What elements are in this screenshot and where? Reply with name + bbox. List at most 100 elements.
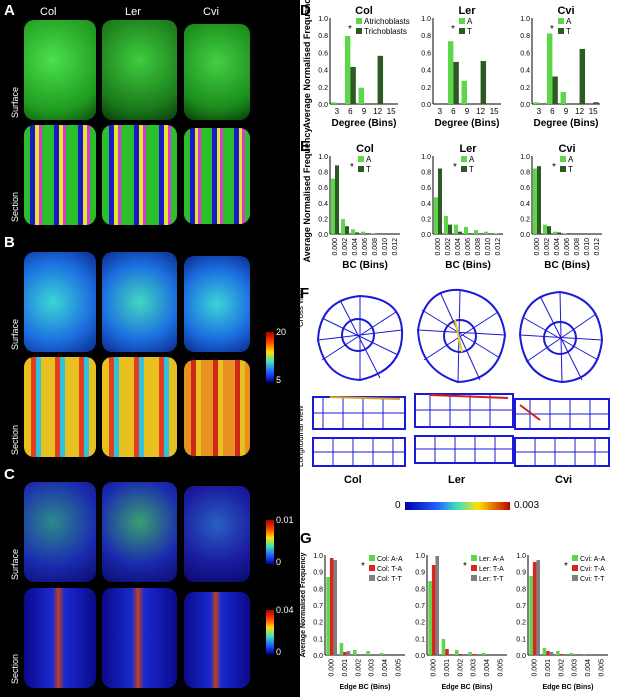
network-cross-cvi-edges	[519, 291, 603, 383]
chart-d-1-bar-s0-1	[447, 41, 454, 104]
chart-d-0-bar-s1-1	[350, 67, 356, 104]
chart-e-3-xlabel: BC (Bins)	[342, 260, 388, 271]
chart-e-5-significance: *	[552, 162, 556, 173]
chart-e-3-legend-swatch-1	[358, 166, 364, 172]
network-long-cvi-edges	[515, 399, 609, 466]
chart-d-0-ytick-1: 0.2	[318, 85, 328, 92]
chart-g-8-xtick-3: 0.003	[572, 659, 579, 677]
chart-g-6-xtick-1: 0.001	[342, 659, 349, 677]
chart-d-1-xtick-1: 6	[451, 107, 456, 116]
chart-g-7-legend-swatch-2	[471, 575, 477, 581]
chart-d-1-xtick-2: 9	[465, 107, 470, 116]
chart-g-6-ylabel: Average Normalised Frequency	[300, 553, 307, 658]
panel-a-cvi-surface-image	[184, 24, 250, 120]
chart-g-7-bar-s0-0	[428, 581, 432, 655]
chart-g-7-bar-s0-2	[455, 650, 459, 655]
panel-f-strain-ler: Ler	[448, 474, 466, 486]
network-cross-col-center	[341, 318, 375, 352]
chart-g-6-significance: *	[361, 561, 365, 572]
chart-g-6-ytick-1: 0.1	[313, 636, 323, 643]
chart-d-2-xtick-4: 15	[589, 107, 598, 116]
colorbar-c-section	[266, 610, 274, 654]
chart-e-3-ytick-0: 0.0	[318, 232, 328, 239]
panel-label-f: F	[300, 285, 310, 302]
chart-d-2-title: Cvi	[557, 5, 574, 17]
chart-d-1-xtick-3: 12	[476, 107, 485, 116]
strain-label-col: Col	[40, 6, 57, 18]
chart-e-3-legend-label-1: T	[366, 165, 371, 174]
chart-g-6-bar-s2-1	[346, 651, 351, 655]
chart-e-5-ytick-2: 0.4	[520, 201, 530, 208]
chart-e-3-xtick-4: 0.008	[372, 238, 379, 256]
chart-g-6-bar-s1-1	[343, 652, 347, 655]
chart-g-8-ytick-3: 0.7	[516, 603, 526, 610]
chart-e-5-ytick-0: 0.0	[520, 232, 530, 239]
chart-e-5-ytick-1: 0.2	[520, 216, 530, 223]
chart-e-5-bar-s1-2	[557, 232, 561, 234]
chart-g-7-bar-s0-3	[468, 652, 472, 655]
chart-d-2-legend-swatch-1	[558, 28, 564, 34]
chart-e-4-legend-swatch-0	[461, 156, 467, 162]
chart-g-6-legend-label-1: Col: T-A	[377, 566, 402, 573]
chart-e-4-xtick-4: 0.008	[475, 238, 482, 256]
chart-d-0-ytick-2: 0.4	[318, 68, 328, 75]
panel-a-col-surface-image	[24, 20, 96, 120]
chart-d-2-bar-s0-1	[546, 33, 553, 105]
panel-c-cvi-section-image	[184, 592, 250, 688]
chart-g-6-ytick-6: 1.0	[313, 553, 323, 560]
panel-a-cvi-section-image	[184, 128, 250, 224]
chart-e-5-bar-s1-3	[567, 233, 571, 234]
chart-e-5-legend-swatch-1	[560, 166, 566, 172]
chart-e-4-xtick-2: 0.004	[455, 238, 462, 256]
chart-e-3-xtick-5: 0.010	[382, 238, 389, 256]
chart-d-0-legend-label-0: Atrichoblasts	[364, 17, 410, 26]
chart-e-3-xtick-3: 0.006	[362, 238, 369, 256]
chart-e-3-legend-swatch-0	[358, 156, 364, 162]
chart-e-4-bar-s0-0	[434, 197, 438, 234]
chart-d-0-xtick-3: 12	[373, 107, 382, 116]
chart-e-3-bar-s1-0	[335, 165, 339, 234]
chart-g-8-legend-swatch-1	[572, 565, 578, 571]
panel-label-b: B	[4, 234, 15, 251]
chart-e-5-xtick-2: 0.004	[554, 238, 561, 256]
chart-g-7-bar-s1-3	[471, 654, 476, 655]
chart-d-0-significance: *	[348, 24, 352, 35]
chart-g-7-ytick-1: 0.1	[415, 636, 425, 643]
chart-g-8-ytick-1: 0.1	[516, 636, 526, 643]
chart-d-2-bar-s0-0	[533, 102, 539, 104]
chart-e-4-legend-swatch-1	[461, 166, 467, 172]
chart-g-8-legend-label-2: Cvi: T-T	[580, 576, 605, 583]
network-highlight-cvi	[519, 404, 541, 421]
panel-label-g: G	[300, 530, 312, 547]
colorbar-b	[266, 332, 274, 382]
chart-d-1-bar-s0-2	[461, 80, 467, 104]
chart-g-6-legend-label-2: Col: T-T	[377, 576, 402, 583]
chart-g-6-bar-s0-0	[326, 577, 330, 655]
chart-e-4-ytick-0: 0.0	[421, 232, 431, 239]
chart-e-3-legend-label-0: A	[366, 155, 372, 164]
chart-e-5-legend-swatch-0	[560, 156, 566, 162]
chart-d-1-xlabel: Degree (Bins)	[434, 118, 499, 129]
chart-e-4-xtick-0: 0.000	[435, 238, 442, 256]
panel-c-ler-section-image	[102, 588, 177, 688]
chart-e-5-title: Cvi	[558, 143, 575, 155]
colorbar-c-surface-min: 0	[276, 557, 282, 567]
chart-e-4-bar-s0-1	[444, 216, 448, 234]
chart-d-0-legend-label-1: Trichoblasts	[364, 27, 407, 36]
panel-label-d: D	[300, 2, 311, 19]
chart-e-5-xtick-3: 0.006	[564, 238, 571, 256]
chart-e-4-ytick-5: 1.0	[421, 154, 431, 161]
colorbar-c-section-max: 0.04	[276, 605, 294, 615]
chart-g-8-xtick-1: 0.001	[545, 659, 552, 677]
chart-g-7-bar-s2-0	[435, 556, 439, 655]
chart-e-4-ytick-4: 0.8	[421, 170, 431, 177]
chart-e-5-bar-s0-2	[553, 231, 557, 234]
chart-d-2-xtick-1: 6	[550, 107, 555, 116]
chart-d-2-xtick-3: 12	[575, 107, 584, 116]
chart-g-7-ytick-6: 1.0	[415, 553, 425, 560]
chart-d-1-xtick-0: 3	[438, 107, 443, 116]
chart-g-6-xlabel: Edge BC (Bins)	[340, 684, 391, 691]
panel-c-col-surface-image	[24, 482, 96, 582]
chart-d-0-bar-s1-3	[377, 55, 384, 104]
